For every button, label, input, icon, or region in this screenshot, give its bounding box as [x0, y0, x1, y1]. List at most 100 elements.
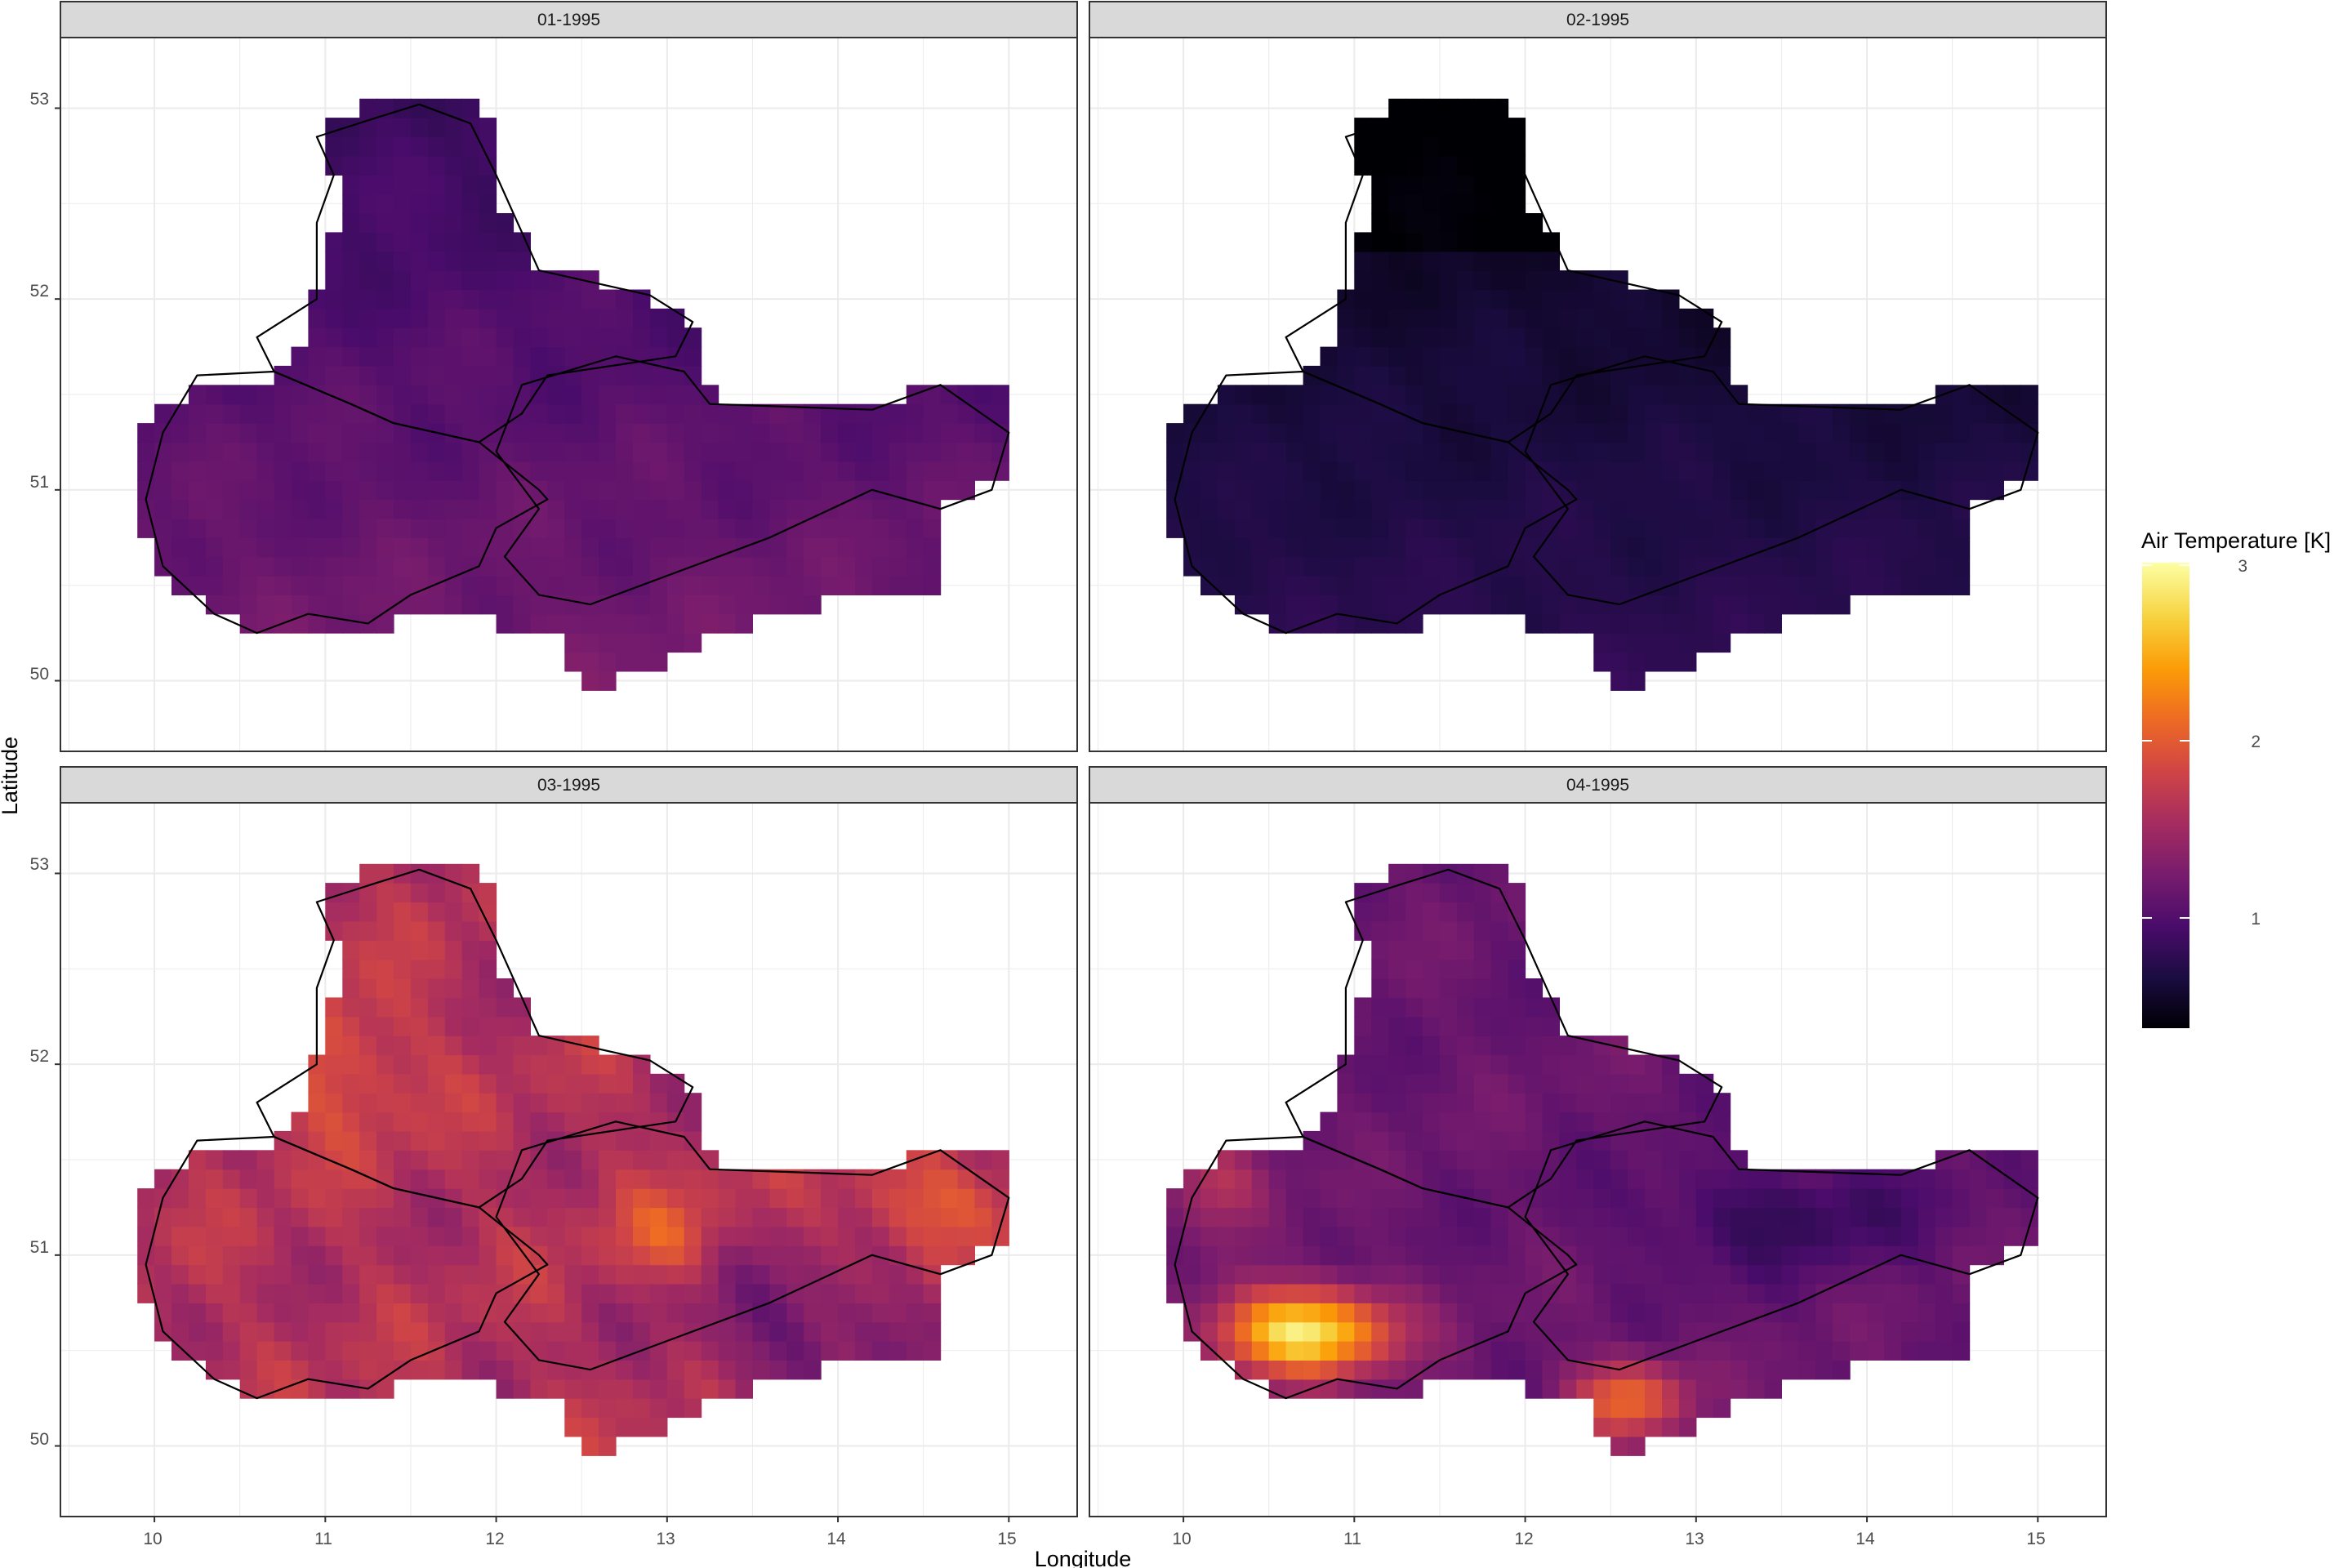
heat-cell [427, 940, 446, 960]
panel-border [60, 802, 1078, 1517]
heat-cell [940, 1226, 959, 1246]
heat-cell [769, 461, 787, 481]
heat-cell [1456, 213, 1475, 233]
heat-cell [581, 1073, 599, 1094]
heat-cell [1217, 442, 1236, 462]
heat-cell [1337, 480, 1355, 501]
heat-cell [239, 576, 258, 595]
heat-cell [889, 1283, 907, 1303]
heat-cell [547, 499, 565, 519]
heat-cell [1628, 461, 1646, 481]
heat-cell [376, 518, 394, 538]
heat-cell [752, 1283, 770, 1303]
heat-cell [154, 1283, 172, 1303]
heat-cell [1593, 576, 1611, 595]
heat-cell [427, 595, 446, 615]
heat-cell [1576, 1283, 1594, 1303]
heat-cell [1490, 1093, 1509, 1113]
heat-cell [616, 613, 634, 634]
heat-cell [1423, 136, 1441, 157]
y-axis-bottom: 53 52 51 50 [30, 855, 49, 1449]
state-borders [1174, 103, 2039, 635]
heat-cell [1645, 403, 1663, 424]
heat-cell [376, 902, 394, 922]
heat-cell [735, 1283, 753, 1303]
heat-cell [649, 1169, 668, 1189]
heat-cell [1662, 1093, 1680, 1113]
heat-cell [684, 1379, 702, 1399]
heat-cell [376, 423, 394, 443]
heat-cell [666, 1264, 685, 1285]
heat-cell [1388, 556, 1406, 577]
heat-cell [188, 1188, 207, 1209]
strip-label: 02-1995 [1566, 11, 1629, 29]
heat-cell [1320, 576, 1338, 595]
heat-cell [479, 595, 497, 615]
heat-cell [342, 1016, 360, 1036]
heat-cell [205, 1245, 224, 1266]
heat-cell [1969, 1245, 1988, 1266]
heat-cell [222, 1283, 241, 1303]
heat-cell [1405, 576, 1423, 595]
heat-cell [479, 997, 497, 1018]
heat-cell [547, 556, 565, 577]
heat-cell [906, 499, 924, 519]
heat-cell [342, 1379, 360, 1399]
heat-cell [1405, 423, 1423, 443]
heat-cell [427, 346, 446, 367]
heat-cell [1713, 1360, 1731, 1380]
heat-cell [855, 1207, 873, 1227]
heat-cell [172, 442, 189, 462]
heat-cell [564, 346, 582, 367]
heat-cell [1764, 595, 1782, 615]
heat-cell [461, 442, 480, 462]
heat-cell [308, 1360, 326, 1380]
heat-cell [325, 346, 343, 367]
heat-cell [1320, 537, 1338, 558]
heat-cell [1867, 423, 1885, 443]
heat-cell [461, 1341, 480, 1361]
heat-cell [1542, 1264, 1560, 1285]
heat-cell [1456, 1073, 1475, 1094]
heat-cell [1456, 365, 1475, 385]
heat-cell [1439, 1283, 1458, 1303]
heat-cell [342, 613, 360, 634]
heat-cell [1952, 442, 1971, 462]
heat-cell [1833, 537, 1851, 558]
heat-cell [359, 863, 377, 884]
heat-cell [479, 1188, 497, 1209]
heat-cell [581, 1321, 599, 1342]
heat-cell [1456, 1111, 1475, 1132]
heat-cell [479, 1093, 497, 1113]
heat-cell [1371, 289, 1389, 310]
heat-cell [291, 595, 309, 615]
heat-cell [889, 1169, 907, 1189]
heat-cell [718, 1169, 737, 1189]
x-tick-label: 12 [1514, 1530, 1533, 1548]
heat-cell [1559, 1169, 1577, 1189]
heat-cell [1645, 499, 1663, 519]
heat-cell [1935, 1321, 1953, 1342]
heat-cell [1764, 1245, 1782, 1266]
heat-cell [599, 1341, 617, 1361]
heat-cell [1610, 480, 1628, 501]
heat-cell [684, 403, 702, 424]
heat-cell [308, 1245, 326, 1266]
heat-cell [752, 518, 770, 538]
heat-cell [871, 1245, 890, 1266]
heat-cell [410, 518, 429, 538]
heat-cell [616, 518, 634, 538]
heat-cell [342, 499, 360, 519]
heat-cell [1320, 1150, 1338, 1170]
heat-cell [1234, 423, 1253, 443]
heat-cell [1695, 1360, 1714, 1380]
heat-cell [1473, 1169, 1492, 1189]
heat-cell [1695, 1398, 1714, 1419]
heat-cell [1268, 423, 1287, 443]
heat-cell [1508, 194, 1526, 214]
heat-cell [1456, 403, 1475, 424]
heat-cell [1576, 1169, 1594, 1189]
heat-cell [684, 633, 702, 653]
heat-cell [359, 1245, 377, 1266]
heat-cell [394, 1321, 412, 1342]
